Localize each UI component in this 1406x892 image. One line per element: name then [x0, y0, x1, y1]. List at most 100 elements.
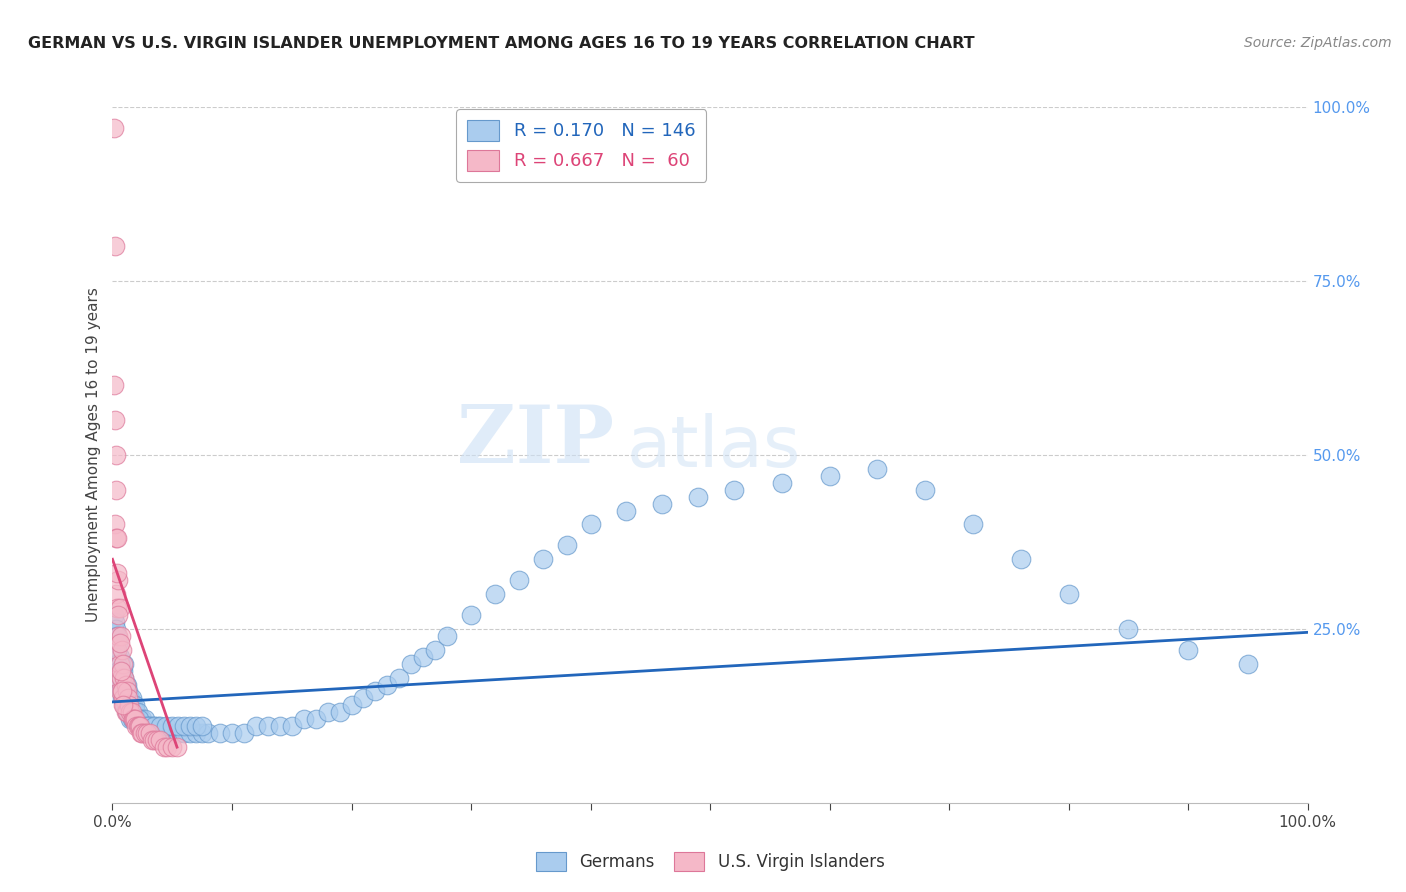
- Point: [114, 671, 135, 685]
- Point: [316, 706, 339, 720]
- Point: [1116, 622, 1139, 636]
- Point: [108, 677, 131, 691]
- Point: [149, 726, 172, 740]
- Point: [107, 636, 129, 650]
- Point: [107, 573, 129, 587]
- Point: [104, 517, 127, 532]
- Point: [118, 698, 141, 713]
- Point: [110, 671, 132, 685]
- Point: [105, 532, 128, 546]
- Point: [134, 712, 156, 726]
- Point: [108, 649, 131, 664]
- Point: [104, 642, 127, 657]
- Point: [108, 664, 131, 678]
- Point: [121, 706, 143, 720]
- Point: [105, 657, 128, 671]
- Point: [156, 740, 179, 755]
- Point: [110, 671, 132, 685]
- Point: [962, 517, 984, 532]
- Point: [108, 664, 131, 678]
- Point: [412, 649, 434, 664]
- Point: [105, 601, 128, 615]
- Point: [105, 532, 128, 546]
- Point: [104, 239, 127, 253]
- Point: [115, 706, 138, 720]
- Point: [139, 719, 162, 733]
- Point: [484, 587, 506, 601]
- Point: [232, 726, 256, 740]
- Point: [120, 706, 142, 720]
- Point: [167, 726, 190, 740]
- Point: [107, 629, 129, 643]
- Point: [105, 587, 128, 601]
- Point: [186, 719, 208, 733]
- Point: [135, 719, 157, 733]
- Point: [105, 649, 128, 664]
- Point: [114, 684, 135, 698]
- Text: atlas: atlas: [626, 414, 801, 483]
- Point: [155, 726, 177, 740]
- Point: [245, 719, 267, 733]
- Point: [120, 706, 142, 720]
- Point: [508, 573, 530, 587]
- Point: [114, 698, 136, 713]
- Point: [257, 719, 280, 733]
- Point: [124, 698, 146, 713]
- Point: [118, 706, 141, 720]
- Point: [173, 719, 195, 733]
- Point: [555, 538, 578, 552]
- Point: [112, 664, 135, 678]
- Point: [128, 719, 150, 733]
- Point: [114, 677, 136, 691]
- Point: [107, 664, 129, 678]
- Point: [166, 740, 188, 755]
- Point: [436, 629, 458, 643]
- Point: [128, 712, 150, 726]
- Point: [159, 726, 181, 740]
- Point: [114, 657, 135, 671]
- Point: [143, 733, 166, 747]
- Point: [162, 726, 183, 740]
- Point: [112, 698, 135, 713]
- Point: [818, 468, 841, 483]
- Point: [111, 664, 134, 678]
- Point: [108, 636, 131, 650]
- Point: [103, 607, 125, 622]
- Point: [110, 684, 132, 698]
- Point: [138, 719, 160, 733]
- Point: [111, 671, 134, 685]
- Point: [914, 483, 936, 497]
- Point: [112, 691, 135, 706]
- Point: [110, 657, 132, 671]
- Point: [579, 517, 602, 532]
- Point: [292, 712, 315, 726]
- Point: [131, 719, 153, 733]
- Point: [153, 740, 176, 755]
- Point: [145, 733, 167, 747]
- Point: [114, 677, 136, 691]
- Point: [105, 642, 128, 657]
- Point: [110, 629, 132, 643]
- Point: [105, 642, 128, 657]
- Point: [117, 691, 139, 706]
- Point: [104, 413, 127, 427]
- Point: [104, 615, 127, 629]
- Point: [1177, 642, 1199, 657]
- Point: [105, 664, 128, 678]
- Point: [186, 726, 208, 740]
- Point: [364, 684, 387, 698]
- Point: [131, 712, 153, 726]
- Text: GERMAN VS U.S. VIRGIN ISLANDER UNEMPLOYMENT AMONG AGES 16 TO 19 YEARS CORRELATIO: GERMAN VS U.S. VIRGIN ISLANDER UNEMPLOYM…: [28, 36, 974, 51]
- Point: [115, 691, 138, 706]
- Point: [108, 601, 131, 615]
- Point: [110, 671, 132, 685]
- Point: [105, 622, 128, 636]
- Point: [105, 649, 128, 664]
- Point: [770, 475, 793, 490]
- Point: [401, 657, 423, 671]
- Point: [104, 657, 127, 671]
- Point: [107, 677, 129, 691]
- Point: [110, 664, 132, 678]
- Point: [122, 712, 145, 726]
- Point: [112, 691, 135, 706]
